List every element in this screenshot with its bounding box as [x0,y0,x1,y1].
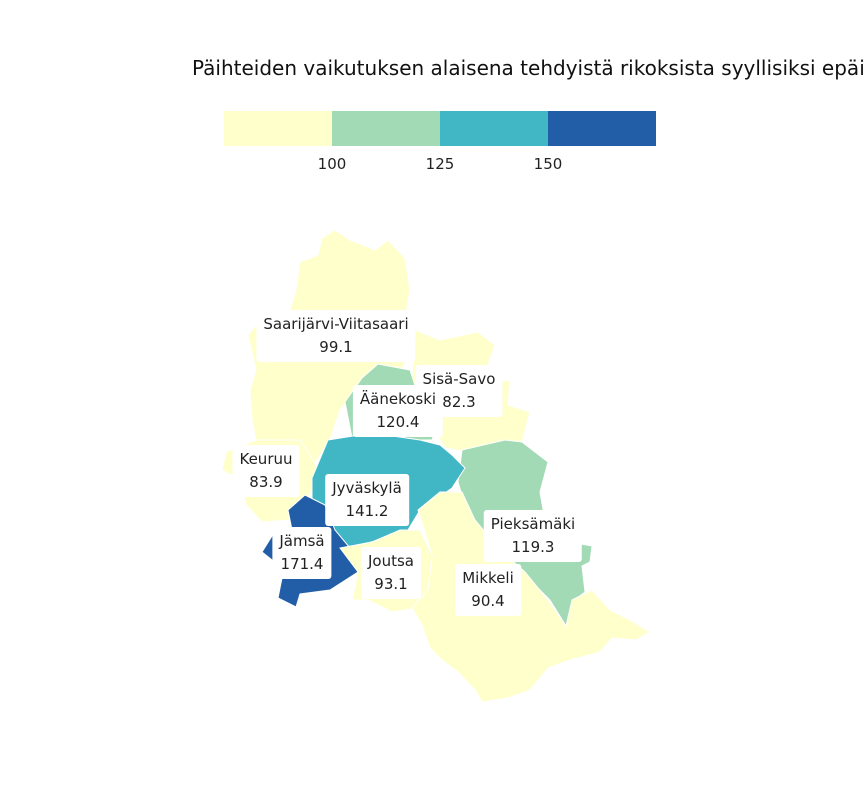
label-jyvaskyla: Jyväskylä 141.2 [325,474,409,526]
region-name: Saarijärvi-Viitasaari [263,315,409,333]
legend-bin-2 [332,111,440,146]
region-name: Jämsä [279,532,325,550]
region-value: 82.3 [442,393,476,411]
region-value: 120.4 [376,413,420,431]
legend-tick: 150 [533,155,563,173]
region-mikkeli[interactable] [411,491,651,703]
region-name: Mikkeli [462,569,514,587]
region-value: 171.4 [280,555,324,573]
region-name: Sisä-Savo [422,370,496,388]
label-mikkeli: Mikkeli 90.4 [455,564,521,616]
region-value: 83.9 [249,473,283,491]
region-value: 99.1 [319,338,353,356]
legend-bin-3 [440,111,548,146]
label-joutsa: Joutsa 93.1 [361,547,421,599]
legend-tick: 100 [317,155,347,173]
map-title: Päihteiden vaikutuksen alaisena tehdyist… [192,56,864,80]
region-value: 119.3 [511,538,555,556]
region-name: Keuruu [239,450,293,468]
region-value: 90.4 [471,592,505,610]
region-name: Jyväskylä [332,479,402,497]
legend-bin-1 [224,111,332,146]
label-pieksamaki: Pieksämäki 119.3 [483,510,583,562]
region-name: Joutsa [368,552,414,570]
label-saarijarvi-viitasaari: Saarijärvi-Viitasaari 99.1 [256,310,416,362]
color-legend [224,111,656,146]
region-name: Pieksämäki [490,515,576,533]
label-jamsa: Jämsä 171.4 [272,527,332,579]
region-value: 93.1 [374,575,408,593]
region-name: Äänekoski [359,390,437,408]
label-aanekoski: Äänekoski 120.4 [352,385,444,437]
legend-bin-4 [548,111,656,146]
label-keuruu: Keuruu 83.9 [232,445,300,497]
region-value: 141.2 [345,502,389,520]
legend-tick: 125 [425,155,455,173]
